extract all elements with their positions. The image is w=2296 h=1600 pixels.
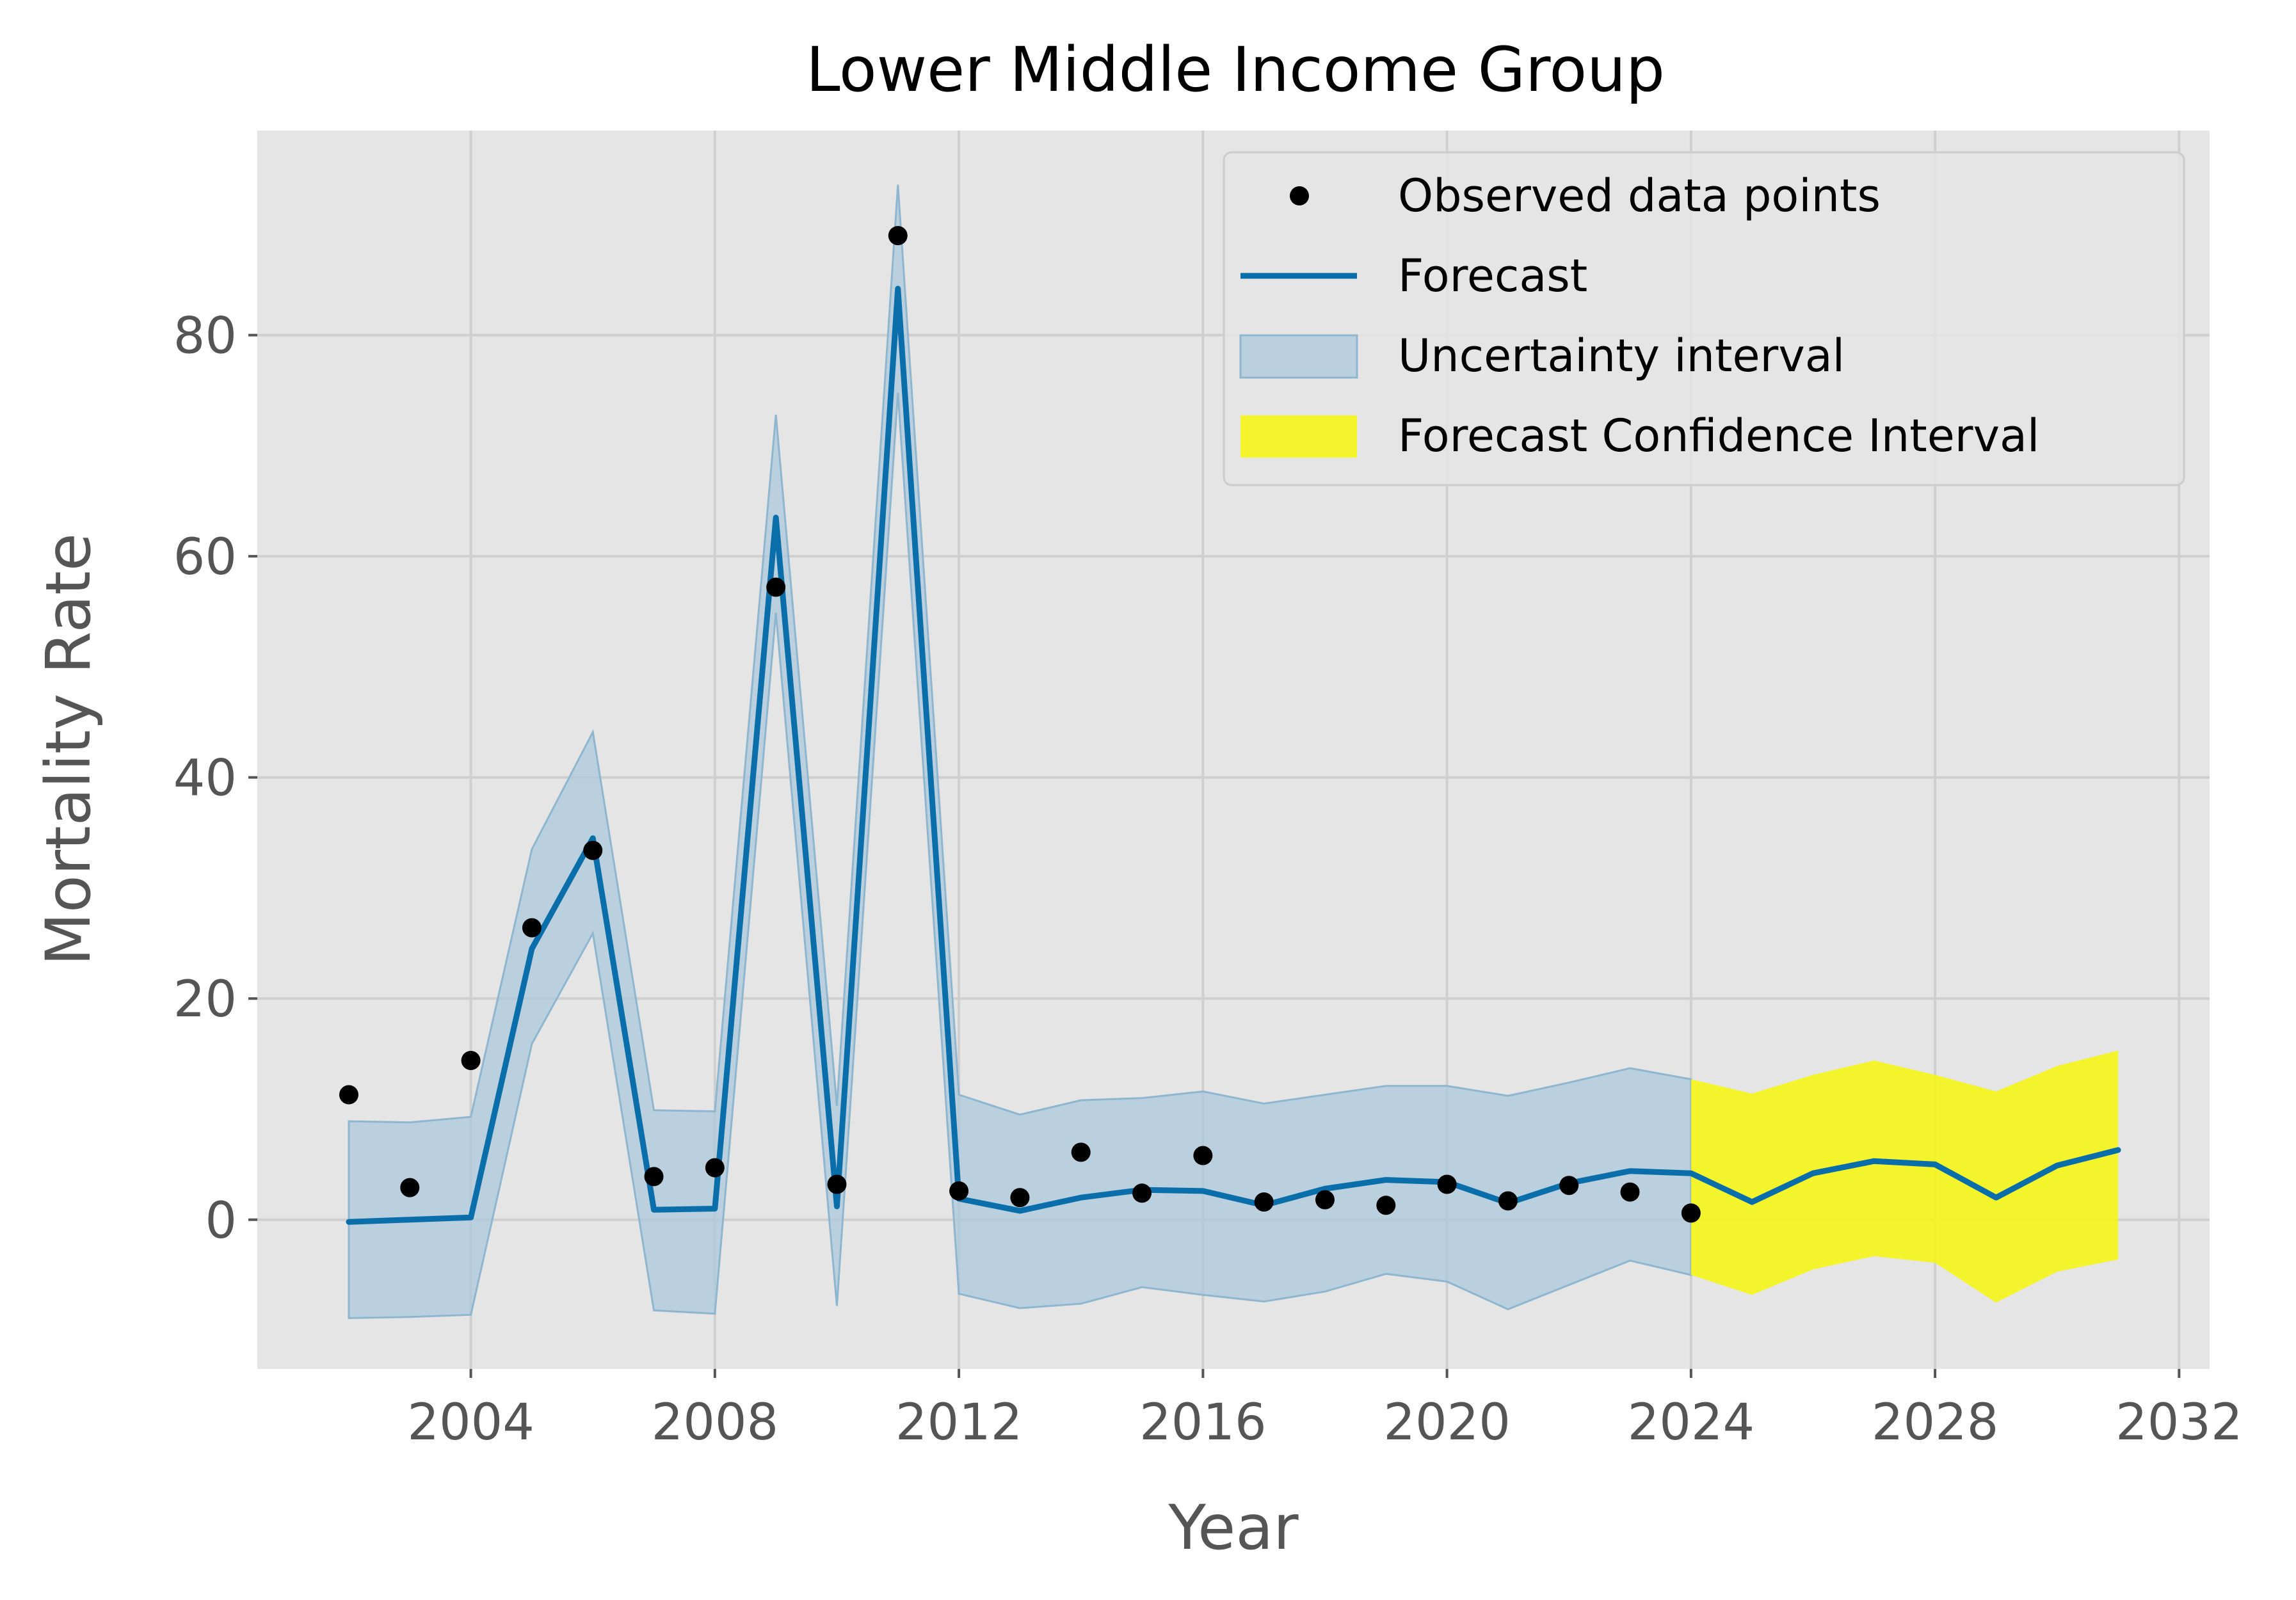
- interval-bands: [348, 184, 2119, 1320]
- forecast-confidence-band: [1690, 1050, 2119, 1303]
- observed-point: [461, 1050, 481, 1070]
- observed-point: [1193, 1146, 1213, 1165]
- forecast-line-layer: [346, 285, 2121, 1225]
- observed-point: [400, 1178, 420, 1197]
- legend-label-forecast-ci: Forecast Confidence Interval: [1398, 410, 2039, 462]
- observed-point: [1559, 1176, 1579, 1196]
- legend-label-uncertainty: Uncertainty interval: [1398, 330, 1845, 382]
- observed-point: [827, 1174, 847, 1194]
- x-tick-label: 2016: [1139, 1394, 1267, 1452]
- observed-point: [949, 1181, 969, 1201]
- x-tick-label: 2008: [652, 1394, 779, 1452]
- observed-point: [1315, 1190, 1335, 1210]
- legend-patch-uncertainty: [1239, 334, 1358, 379]
- y-tick-label: 20: [173, 971, 237, 1028]
- x-tick-label: 2028: [1872, 1394, 1999, 1452]
- x-axis-label: Year: [1168, 1492, 1299, 1564]
- y-tick-label: 60: [173, 529, 237, 586]
- legend-label-forecast: Forecast: [1398, 250, 1587, 302]
- y-tick-label: 0: [205, 1192, 237, 1250]
- x-tick-label: 2020: [1383, 1394, 1511, 1452]
- observed-point: [888, 226, 908, 246]
- x-tick-label: 2004: [407, 1394, 534, 1452]
- observed-point: [1010, 1188, 1030, 1208]
- y-tick-label: 80: [173, 308, 237, 365]
- legend-box: [1223, 151, 2185, 486]
- observed-points-layer: [339, 226, 1701, 1223]
- y-tick-label: 40: [173, 750, 237, 808]
- observed-point: [1071, 1142, 1091, 1162]
- legend: Observed data points Forecast Uncertaint…: [1223, 151, 2185, 486]
- observed-point: [705, 1158, 725, 1178]
- observed-point: [1254, 1192, 1274, 1212]
- x-tick-label: 2012: [895, 1394, 1023, 1452]
- x-tick-label: 2032: [2115, 1394, 2243, 1452]
- observed-point: [339, 1085, 358, 1105]
- observed-point: [1132, 1183, 1152, 1203]
- legend-patch-forecast-ci: [1240, 415, 1357, 458]
- observed-point: [1620, 1182, 1640, 1202]
- observed-point: [522, 918, 542, 938]
- observed-point: [1437, 1174, 1457, 1194]
- legend-marker-observed: [1290, 186, 1309, 205]
- observed-point: [1681, 1203, 1701, 1223]
- observed-point: [766, 577, 786, 597]
- observed-point: [644, 1167, 664, 1187]
- x-tick-label: 2024: [1628, 1394, 1755, 1452]
- observed-point: [1376, 1196, 1396, 1215]
- axis-ticks: 2004 2008 2012 2016 2020 2024 2028 2032 0 20 40 60 8…: [173, 308, 2243, 1452]
- observed-point: [1498, 1191, 1518, 1211]
- chart-title: Lower Middle Income Group: [806, 34, 1665, 106]
- observed-point: [583, 840, 603, 860]
- forecast-line: [346, 285, 2121, 1225]
- y-axis-label: Mortality Rate: [33, 533, 104, 966]
- legend-label-observed: Observed data points: [1398, 170, 1881, 222]
